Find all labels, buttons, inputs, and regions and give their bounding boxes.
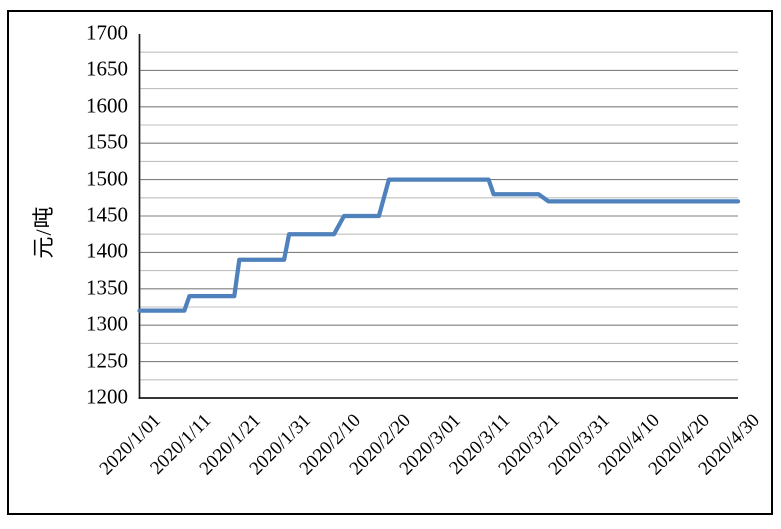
y-tick-label: 1200	[86, 384, 128, 409]
y-axis-title: 元/吨	[31, 205, 56, 259]
y-tick-label: 1650	[86, 56, 128, 81]
y-tick-label: 1450	[86, 202, 128, 227]
y-tick-label: 1300	[86, 311, 128, 336]
y-tick-label: 1250	[86, 348, 128, 373]
price-line-series	[137, 177, 741, 313]
y-tick-label: 1550	[86, 129, 128, 154]
y-tick-label: 1700	[86, 20, 128, 45]
y-tick-label: 1350	[86, 275, 128, 300]
y-tick-label: 1600	[86, 93, 128, 118]
chart-border	[7, 10, 773, 515]
y-tick-label: 1500	[86, 166, 128, 191]
y-tick-label: 1400	[86, 238, 128, 263]
